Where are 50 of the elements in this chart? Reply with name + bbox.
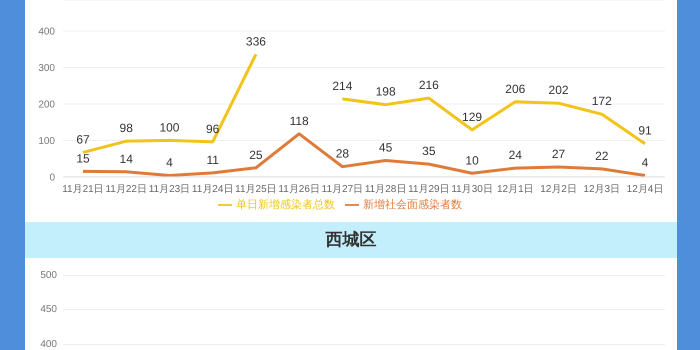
x-tick-label: 12月4日 (626, 184, 664, 196)
x-tick-label: 12月3日 (583, 184, 620, 196)
data-label: 14 (120, 152, 134, 166)
data-label: 45 (378, 140, 393, 154)
data-label: 28 (336, 146, 350, 161)
data-label: 67 (76, 132, 90, 146)
data-label: 202 (548, 83, 569, 98)
data-label: 129 (462, 110, 482, 124)
x-tick-label: 11月25日 (235, 184, 277, 196)
legend-label: 新增社会面感染者数 (363, 198, 462, 211)
x-tick-label: 11月28日 (364, 184, 406, 196)
x-tick-label: 11月21日 (62, 184, 104, 196)
x-tick-label: 11月30日 (451, 184, 493, 196)
x-tick-label: 11月23日 (148, 184, 190, 196)
y-tick-label: 300 (38, 63, 56, 74)
data-label: 25 (249, 148, 263, 162)
x-tick-label: 11月22日 (105, 184, 147, 196)
x-tick-label: 11月24日 (192, 184, 234, 196)
x-tick-label: 12月2日 (540, 184, 577, 196)
text: 西城区 (25, 222, 677, 258)
data-label: 22 (595, 148, 609, 163)
y-tick-label: 0 (49, 172, 56, 184)
data-label: 91 (638, 124, 652, 138)
data-label: 216 (418, 78, 440, 92)
data-label: 15 (76, 151, 90, 166)
data-label: 10 (465, 153, 480, 168)
data-label: 4 (166, 155, 174, 170)
x-tick-label: 11月27日 (322, 184, 364, 196)
data-label: 336 (246, 34, 266, 48)
data-label: 206 (505, 82, 526, 96)
data-label: 198 (376, 84, 396, 99)
data-label: 11 (206, 152, 220, 167)
data-label: 214 (332, 78, 353, 93)
x-tick-label: 11月26日 (278, 184, 320, 196)
x-tick-label: 11月29日 (408, 184, 450, 196)
data-label: 24 (508, 148, 522, 162)
data-label: 172 (592, 94, 612, 108)
text: 500 (39, 270, 57, 280)
y-tick-label: 200 (38, 100, 56, 111)
legend-label: 单日新增感染者总数 (236, 198, 335, 211)
y-tick-label: 400 (38, 26, 56, 38)
data-label: 98 (120, 121, 134, 136)
y-tick-label: 100 (38, 136, 56, 147)
data-label: 4 (642, 155, 649, 170)
data-label: 118 (290, 114, 310, 128)
data-label: 27 (552, 147, 566, 162)
text: 450 (39, 304, 57, 315)
data-label: 100 (159, 120, 180, 134)
data-label: 35 (422, 144, 436, 158)
x-tick-label: 12月1日 (496, 184, 534, 196)
